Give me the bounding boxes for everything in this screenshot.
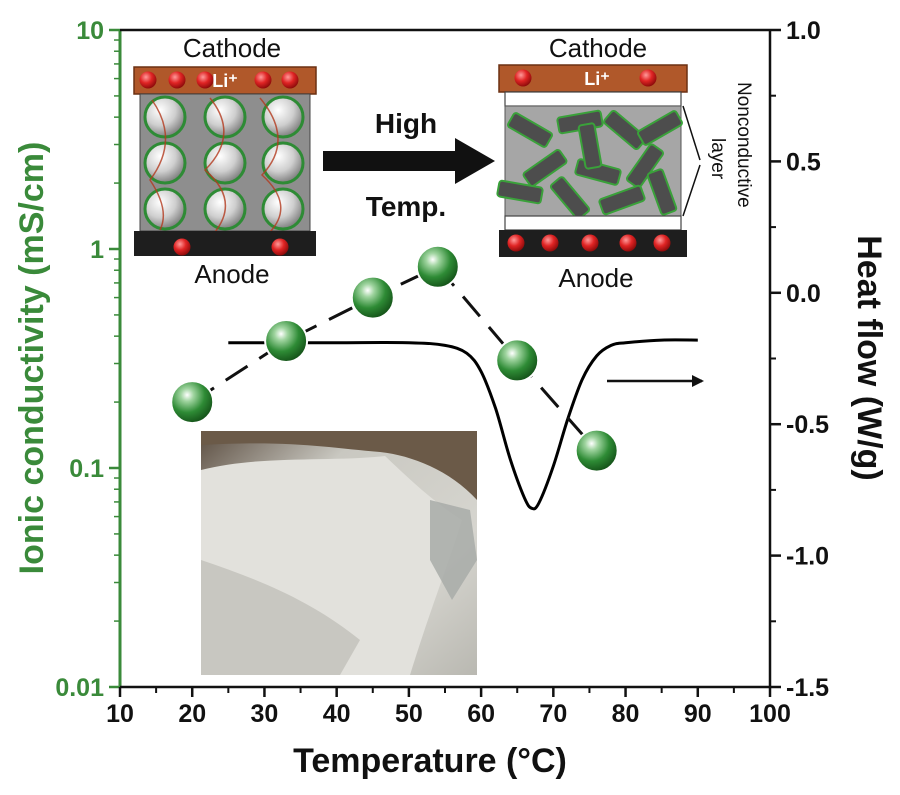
- x-tick-label: 60: [467, 700, 495, 728]
- x-tick-label: 80: [612, 700, 640, 728]
- ion-pathways: [149, 97, 282, 233]
- li-ion-icon: [254, 71, 272, 89]
- right-li-ions: [507, 69, 671, 252]
- right-axis-ticks: -1.5 -1.0 -0.5 0.0 0.5 1.0: [770, 17, 829, 702]
- heat-flow-curve: [228, 338, 698, 511]
- melted-rod: [549, 176, 591, 220]
- side-pointer-top: [682, 105, 701, 161]
- melted-rod: [507, 112, 553, 148]
- ceramic-particle: [261, 187, 305, 231]
- right-nonconductive-bottom: [504, 215, 682, 231]
- conductivity-point: [350, 275, 395, 320]
- melted-rod: [626, 143, 664, 189]
- right-li-label: Li⁺: [584, 69, 610, 89]
- ceramic-particle: [203, 141, 247, 185]
- photo-foil: [430, 500, 477, 600]
- conductivity-point: [415, 244, 460, 289]
- x-tick-label: 30: [251, 700, 279, 728]
- right-axis-title: Heat flow (W/g): [850, 235, 888, 481]
- left-li-ions: [139, 71, 299, 256]
- li-ion-icon: [281, 71, 299, 89]
- li-ion-icon: [639, 69, 657, 87]
- left-tick-label: 0.01: [55, 674, 104, 702]
- transition: High Temp.: [323, 108, 495, 222]
- x-tick-label: 50: [395, 700, 423, 728]
- li-ion-icon: [514, 69, 532, 87]
- x-tick-label: 100: [749, 700, 791, 728]
- left-axis-ticks: 0.01 0.1 1 10: [55, 17, 120, 702]
- melted-rod: [646, 168, 678, 216]
- right-tick-label: -0.5: [786, 411, 829, 439]
- li-ion-icon: [173, 238, 191, 256]
- left-tick-label: 0.1: [69, 455, 104, 483]
- left-tick-label: 1: [90, 236, 104, 264]
- li-ion-icon: [271, 238, 289, 256]
- side-pointer-bottom: [682, 164, 701, 217]
- li-ion-icon: [139, 71, 157, 89]
- x-tick-label: 90: [684, 700, 712, 728]
- melted-rod: [522, 149, 568, 187]
- ceramic-particle: [203, 95, 247, 139]
- photo-inset: [201, 431, 477, 675]
- x-tick-label: 40: [323, 700, 351, 728]
- conductivity-point: [574, 428, 619, 473]
- li-ion-icon: [507, 234, 525, 252]
- right-tick-label: 0.0: [786, 280, 821, 308]
- right-melted-rods: [496, 109, 683, 220]
- melted-rod: [603, 109, 647, 151]
- ceramic-particle: [261, 95, 305, 139]
- left-cathode-label: Cathode: [183, 33, 281, 63]
- melted-rod: [637, 110, 683, 146]
- x-tick-label: 10: [106, 700, 134, 728]
- conductivity-points: [170, 244, 619, 473]
- x-axis-ticks: 10 20 30 40 50 60 70 80 90 100: [106, 687, 791, 728]
- transition-temp-label: Temp.: [366, 191, 446, 222]
- melted-rod: [577, 122, 603, 170]
- x-axis-title: Temperature (°C): [293, 742, 567, 780]
- li-ion-icon: [581, 234, 599, 252]
- transition-high-label: High: [375, 108, 437, 139]
- li-ion-icon: [168, 71, 186, 89]
- right-tick-label: 1.0: [786, 17, 821, 45]
- left-axis-title: Ionic conductivity (mS/cm): [13, 142, 51, 575]
- photo-shadow: [201, 560, 360, 675]
- side-label-layer: layer: [707, 138, 728, 180]
- left-li-label: Li⁺: [212, 71, 238, 91]
- left-tick-label: 10: [76, 17, 104, 45]
- x-tick-label: 70: [539, 700, 567, 728]
- li-ion-icon: [619, 234, 637, 252]
- right-nonconductive-top: [504, 91, 682, 107]
- right-anode-label: Anode: [558, 263, 633, 293]
- conductivity-point: [170, 380, 215, 425]
- left-anode-bar: [134, 231, 316, 256]
- li-ion-icon: [541, 234, 559, 252]
- li-ion-icon: [653, 234, 671, 252]
- photo-hand: [201, 431, 477, 500]
- ceramic-particle: [143, 187, 187, 231]
- ceramic-particle: [261, 141, 305, 185]
- melted-rod: [598, 184, 646, 216]
- conductivity-point: [264, 319, 309, 364]
- li-ion-icon: [196, 71, 214, 89]
- melted-rod: [496, 179, 544, 205]
- right-tick-label: -1.0: [786, 543, 829, 571]
- side-label-nonconductive: Nonconductive: [733, 82, 754, 208]
- conductivity-point: [495, 338, 540, 383]
- transition-arrow-icon: [323, 138, 495, 184]
- x-tick-label: 20: [178, 700, 206, 728]
- right-tick-label: -1.5: [786, 674, 829, 702]
- right-tick-label: 0.5: [786, 148, 821, 176]
- left-anode-label: Anode: [194, 259, 269, 289]
- left-particles: [143, 95, 305, 233]
- right-cathode-label: Cathode: [549, 33, 647, 63]
- schematic-left: Cathode Li⁺ Anode: [133, 33, 317, 289]
- schematic-right: Cathode Li⁺ Anode Nonconductive layer: [496, 33, 754, 293]
